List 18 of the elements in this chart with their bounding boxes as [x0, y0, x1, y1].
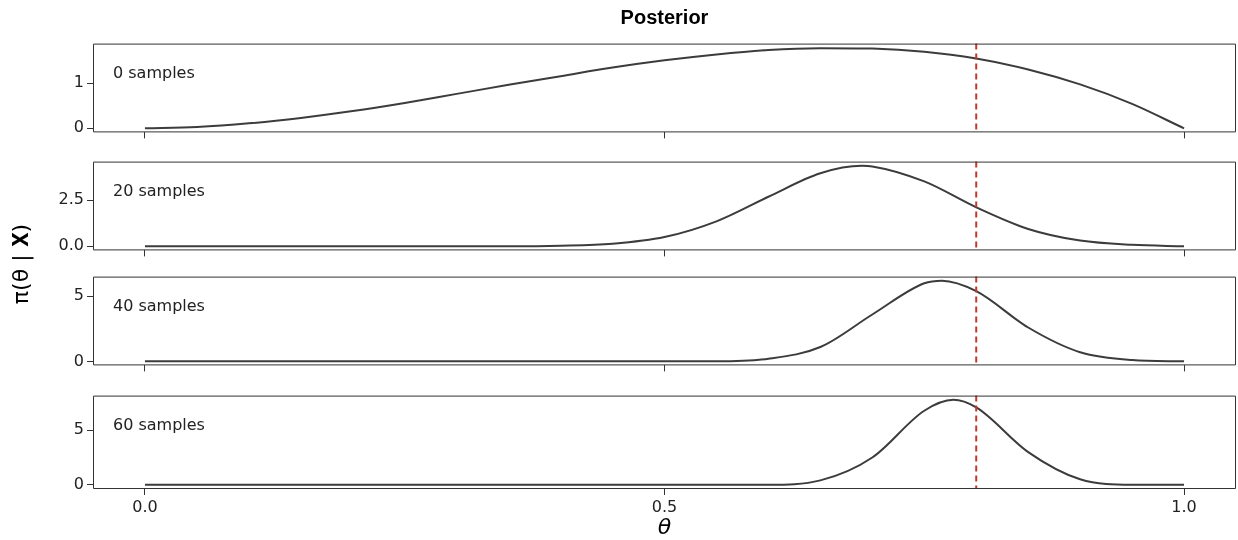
chart-title: Posterior [619, 6, 710, 29]
x-axis-title: θ [656, 514, 673, 539]
annotation: 20 samples [113, 180, 205, 200]
x-tick-label: 0.5 [651, 496, 678, 516]
y-tick-label: 5 [73, 285, 84, 305]
y-tick-label: 0.0 [58, 235, 84, 255]
y-tick-label: 0 [73, 117, 84, 137]
x-tick-label: 1.0 [1171, 496, 1197, 516]
y-tick-label: 0 [73, 473, 84, 493]
y-tick-label: 0 [73, 350, 84, 370]
y-tick-label: 1 [73, 72, 84, 92]
y-tick-label: 2.5 [58, 189, 84, 209]
y-tick-label: 5 [73, 419, 84, 439]
annotation: 0 samples [113, 62, 195, 82]
x-tick-label: 0.0 [132, 496, 158, 516]
y-axis-title: π(θ | 𝐗) [7, 223, 33, 305]
annotation: 60 samples [113, 414, 205, 434]
annotation: 40 samples [113, 295, 205, 315]
